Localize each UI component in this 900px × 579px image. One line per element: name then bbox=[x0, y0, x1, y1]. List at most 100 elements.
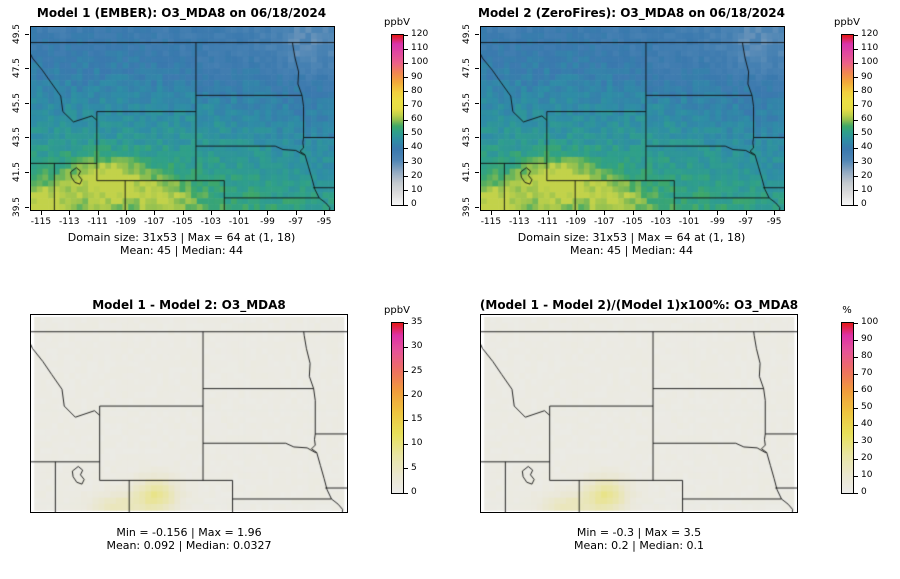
colorbar-tick-mark bbox=[854, 475, 858, 477]
colorbar-tick-mark bbox=[854, 133, 858, 135]
map-plot-model1 bbox=[30, 26, 335, 211]
panel-caption-model2: Domain size: 31x53 | Max = 64 at (1, 18)… bbox=[450, 231, 813, 257]
colorbar-tick-label: 90 bbox=[861, 71, 873, 82]
colorbar-tick-mark bbox=[404, 443, 408, 445]
colorbar-tick-mark bbox=[404, 492, 408, 494]
panel-difference: Model 1 - Model 2: O3_MDA8 ppbV 0 5 10 15 20… bbox=[0, 290, 450, 579]
colorbar-tick-mark bbox=[404, 34, 408, 36]
y-axis-tick-mark bbox=[475, 68, 479, 70]
x-axis-tick-label: -97 bbox=[288, 217, 304, 227]
colorbar-unit-label: % bbox=[842, 305, 852, 316]
colorbar-gradient bbox=[841, 322, 854, 494]
x-axis-tick-mark bbox=[267, 211, 269, 215]
y-axis-tick-mark bbox=[25, 102, 29, 104]
colorbar-tick-mark bbox=[404, 105, 408, 107]
y-axis-tick-label: 41.5 bbox=[12, 162, 22, 183]
colorbar-tick-mark bbox=[854, 373, 858, 375]
colorbar-difference: ppbV 0 5 10 15 20 25 30 35 bbox=[384, 305, 461, 512]
colorbar-gradient bbox=[391, 322, 404, 494]
colorbar-tick-label: 110 bbox=[861, 43, 879, 54]
y-axis-tick-mark bbox=[25, 33, 29, 35]
panel-model2: Model 2 (ZeroFires): O3_MDA8 on 06/18/20… bbox=[450, 0, 900, 290]
colorbar-tick-mark bbox=[854, 77, 858, 78]
x-axis-tick-mark bbox=[125, 211, 127, 215]
colorbar-tick-mark bbox=[854, 204, 858, 206]
map-canvas-percent-difference bbox=[481, 315, 797, 512]
x-axis-tick-mark bbox=[154, 211, 156, 215]
colorbar-tick-label: 50 bbox=[411, 128, 423, 139]
colorbar-tick-label: 50 bbox=[861, 128, 873, 139]
y-axis-tick-mark bbox=[475, 102, 479, 104]
x-axis-tick-mark bbox=[660, 211, 662, 215]
map-canvas-difference bbox=[31, 315, 347, 512]
colorbar-tick-label: 70 bbox=[411, 99, 423, 110]
colorbar-tick-label: 40 bbox=[861, 142, 873, 153]
panel-percent-difference: (Model 1 - Model 2)/(Model 1)x100%: O3_M… bbox=[450, 290, 900, 579]
x-axis-tick-mark bbox=[239, 211, 241, 215]
x-axis-tick-mark bbox=[519, 211, 521, 215]
colorbar-tick-mark bbox=[404, 204, 408, 206]
x-axis-tick-mark bbox=[689, 211, 691, 215]
colorbar-tick-mark bbox=[404, 48, 408, 50]
colorbar-tick-label: 10 bbox=[411, 438, 423, 449]
colorbar-tick-label: 30 bbox=[411, 341, 423, 352]
x-axis-tick-label: -109 bbox=[565, 217, 587, 227]
y-axis-tick-mark bbox=[25, 137, 29, 139]
colorbar-tick-mark bbox=[854, 176, 858, 178]
panel-model1: Model 1 (EMBER): O3_MDA8 on 06/18/2024 p… bbox=[0, 0, 450, 290]
colorbar-tick-label: 110 bbox=[411, 43, 429, 54]
colorbar-gradient bbox=[841, 34, 854, 206]
colorbar-tick-label: 20 bbox=[411, 170, 423, 181]
colorbar-tick-mark bbox=[854, 407, 858, 409]
colorbar-tick-label: 70 bbox=[861, 99, 873, 110]
x-axis-tick-label: -109 bbox=[115, 217, 137, 227]
colorbar-tick-mark bbox=[404, 346, 408, 348]
x-axis-tick-label: -95 bbox=[316, 217, 332, 227]
x-axis-tick-mark bbox=[717, 211, 719, 215]
y-axis-tick-label: 43.5 bbox=[462, 127, 472, 148]
colorbar-tick-label: 100 bbox=[411, 57, 429, 68]
colorbar-tick-mark bbox=[404, 119, 408, 121]
colorbar-tick-mark bbox=[404, 147, 408, 149]
colorbar-tick-label: 70 bbox=[861, 368, 873, 378]
colorbar-unit-label: ppbV bbox=[384, 17, 410, 28]
colorbar-tick-mark bbox=[854, 119, 858, 121]
x-axis-tick-label: -115 bbox=[30, 217, 52, 227]
x-axis-tick-label: -115 bbox=[480, 217, 502, 227]
colorbar-tick-mark bbox=[854, 339, 858, 341]
y-axis-tick-mark bbox=[25, 206, 29, 208]
colorbar-tick-label: 50 bbox=[861, 402, 873, 412]
x-axis-tick-label: -113 bbox=[59, 217, 80, 227]
colorbar-unit-label: ppbV bbox=[384, 305, 410, 316]
x-axis-tick-label: -95 bbox=[766, 217, 782, 227]
colorbar-tick-mark bbox=[404, 395, 408, 397]
x-axis-tick-mark bbox=[547, 211, 549, 215]
y-axis-tick-label: 45.5 bbox=[12, 92, 22, 113]
colorbar-tick-label: 120 bbox=[861, 29, 879, 39]
colorbar-tick-mark bbox=[404, 77, 408, 78]
x-axis-tick-label: -107 bbox=[143, 217, 165, 227]
colorbar-tick-label: 20 bbox=[861, 453, 873, 463]
colorbar-tick-label: 60 bbox=[861, 114, 873, 124]
caption-line1: Domain size: 31x53 | Max = 64 at (1, 18) bbox=[67, 231, 296, 244]
y-axis-tick-label: 49.5 bbox=[12, 23, 22, 44]
colorbar-tick-mark bbox=[854, 492, 858, 494]
x-axis-tick-label: -99 bbox=[260, 217, 275, 227]
map-plot-difference bbox=[30, 314, 348, 513]
x-axis-tick-label: -111 bbox=[87, 217, 108, 227]
y-axis-tick-label: 39.5 bbox=[462, 196, 472, 217]
x-axis-tick-mark bbox=[295, 211, 297, 215]
colorbar-tick-label: 10 bbox=[861, 470, 873, 480]
colorbar-tick-mark bbox=[404, 190, 408, 192]
colorbar-tick-label: 35 bbox=[411, 317, 423, 327]
colorbar-tick-label: 30 bbox=[411, 156, 423, 167]
x-axis-tick-label: -103 bbox=[200, 217, 222, 227]
colorbar-tick-label: 90 bbox=[411, 71, 423, 82]
colorbar-tick-label: 0 bbox=[861, 199, 867, 209]
colorbar-tick-label: 60 bbox=[861, 385, 873, 395]
colorbar-tick-label: 10 bbox=[411, 184, 423, 195]
y-axis-tick-label: 49.5 bbox=[462, 23, 472, 44]
colorbar-unit-label: ppbV bbox=[834, 17, 860, 28]
panel-title-percent-difference: (Model 1 - Model 2)/(Model 1)x100%: O3_M… bbox=[479, 298, 799, 312]
colorbar-tick-mark bbox=[854, 48, 858, 50]
